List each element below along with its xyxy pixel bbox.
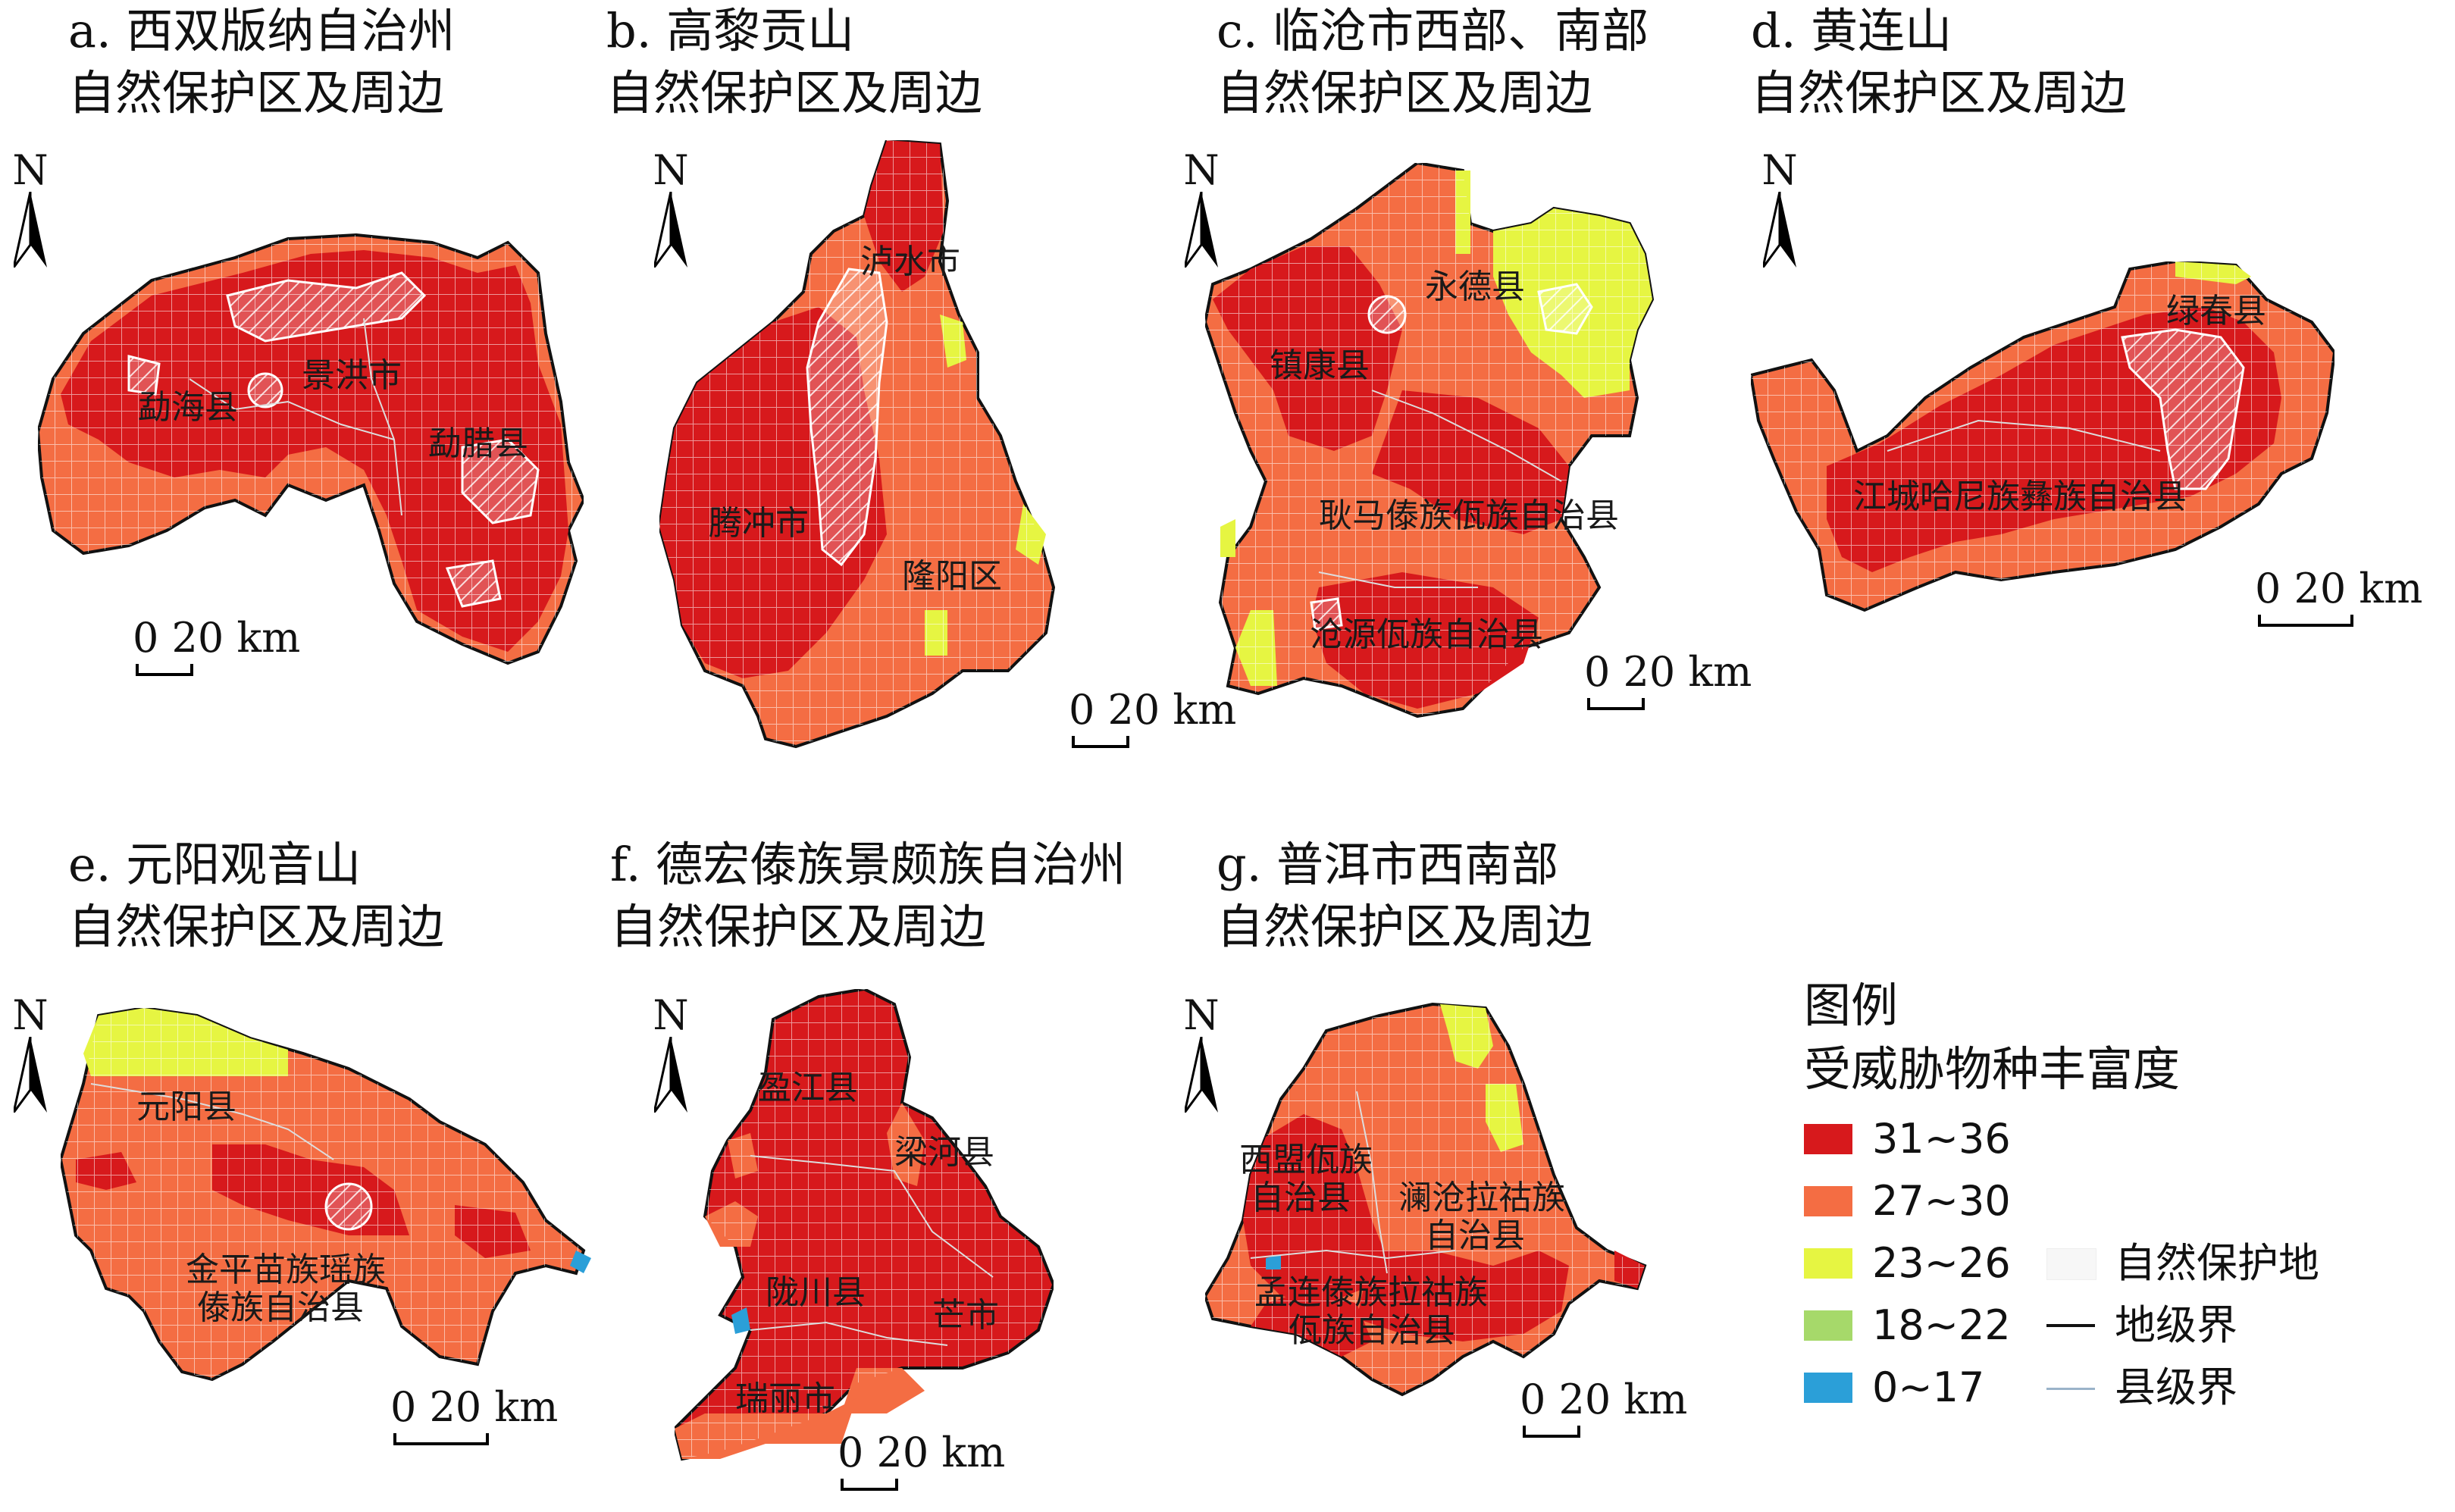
- legend-swatch: [1804, 1373, 1852, 1403]
- label-menghai: 勐海县: [138, 388, 238, 427]
- map-puer: 西盟佤族 自治县 澜沧拉祜族 自治县 孟连傣族拉祜族 佤族自治县: [1205, 1002, 1647, 1397]
- label-ruili: 瑞丽市: [735, 1379, 835, 1418]
- north-arrow-icon: N: [8, 148, 53, 269]
- map-lincang: 永德县 镇康县 耿马傣族佤族自治县 沧源佤族自治县: [1205, 163, 1655, 718]
- panel-b-subtitle: 自然保护区及周边: [606, 65, 983, 121]
- panel-g-title: g. 普洱市西南部: [1217, 837, 1559, 892]
- prefecture-boundary-line-icon: [2046, 1324, 2095, 1327]
- label-menglian-1: 孟连傣族拉祜族: [1254, 1273, 1488, 1312]
- label-lvchun: 绿春县: [2166, 292, 2266, 330]
- label-zhenkang: 镇康县: [1270, 346, 1370, 385]
- label-lianghe: 梁河县: [894, 1133, 994, 1172]
- north-arrow-icon: N: [1179, 148, 1224, 269]
- label-lushui: 泸水市: [860, 243, 960, 281]
- label-jiangcheng: 江城哈尼族彝族自治县: [1853, 477, 2187, 516]
- label-jinghong: 景洪市: [302, 356, 402, 395]
- label-longchuan: 陇川县: [766, 1273, 866, 1312]
- panel-e-title: e. 元阳观音山: [68, 837, 362, 892]
- map-dehong: 盈江县 梁河县 陇川县 芒市 瑞丽市: [675, 989, 1054, 1461]
- panel-a-subtitle: 自然保护区及周边: [68, 65, 445, 121]
- label-ximeng-1: 西盟佤族: [1239, 1141, 1373, 1179]
- label-mengla: 勐腊县: [428, 424, 528, 463]
- map-xishuangbanna: 勐海县 景洪市 勐腊县: [38, 233, 584, 665]
- legend-swatch: [1804, 1310, 1852, 1341]
- panel-d-subtitle: 自然保护区及周边: [1751, 65, 2128, 121]
- panel-f-subtitle: 自然保护区及周边: [610, 899, 987, 954]
- label-yingjiang: 盈江县: [758, 1069, 858, 1107]
- protected-area-symbol-icon: [2046, 1248, 2096, 1280]
- map-yuanyang: 元阳县 金平苗族瑶族 傣族自治县: [61, 1008, 591, 1382]
- legend-swatch: [1804, 1248, 1852, 1279]
- label-lancang-2: 自治县: [1425, 1216, 1525, 1255]
- legend-swatch: [1804, 1186, 1852, 1216]
- panel-c-subtitle: 自然保护区及周边: [1217, 65, 1593, 121]
- panel-c-title: c. 临沧市西部、南部: [1217, 3, 1649, 58]
- panel-f-title: f. 德宏傣族景颇族自治州: [610, 837, 1126, 892]
- county-boundary-line-icon: [2046, 1388, 2095, 1390]
- label-tengchong: 腾冲市: [709, 504, 809, 543]
- label-yuanyang: 元阳县: [136, 1088, 236, 1126]
- label-jinping-1: 金平苗族瑶族: [186, 1251, 386, 1289]
- north-arrow-icon: N: [1179, 993, 1224, 1114]
- label-yongde: 永德县: [1425, 268, 1525, 306]
- panel-g-subtitle: 自然保护区及周边: [1217, 899, 1593, 954]
- legend-swatch: [1804, 1124, 1852, 1154]
- label-mangshi: 芒市: [932, 1296, 999, 1335]
- north-arrow-icon: N: [648, 148, 694, 269]
- label-gengma: 耿马傣族佤族自治县: [1319, 496, 1619, 535]
- panel-b-title: b. 高黎贡山: [606, 3, 855, 58]
- panel-d-title: d. 黄连山: [1751, 3, 1952, 58]
- label-longyang: 隆阳区: [902, 557, 1002, 596]
- legend-subtitle: 受威胁物种丰富度: [1804, 1041, 2181, 1097]
- north-arrow-icon: N: [8, 993, 53, 1114]
- north-arrow-icon: N: [1757, 148, 1802, 269]
- label-ximeng-2: 自治县: [1251, 1179, 1351, 1217]
- map-gaoligongshan: 泸水市 腾冲市 隆阳区: [659, 140, 1056, 749]
- legend-title: 图例: [1804, 978, 1899, 1033]
- panel-a-title: a. 西双版纳自治州: [68, 3, 456, 58]
- map-huanglianshan: 绿春县 江城哈尼族彝族自治县: [1751, 261, 2334, 612]
- label-cangyuan: 沧源佤族自治县: [1310, 615, 1543, 654]
- north-arrow-icon: N: [648, 993, 694, 1114]
- panel-e-subtitle: 自然保护区及周边: [68, 899, 445, 954]
- map-legend: 图例 受威胁物种丰富度 31~36 27~30 23~26 18~22 0~17…: [1804, 974, 2425, 1429]
- label-menglian-2: 佤族自治县: [1289, 1311, 1455, 1350]
- label-lancang-1: 澜沧拉祜族: [1398, 1179, 1565, 1217]
- label-jinping-2: 傣族自治县: [197, 1288, 364, 1327]
